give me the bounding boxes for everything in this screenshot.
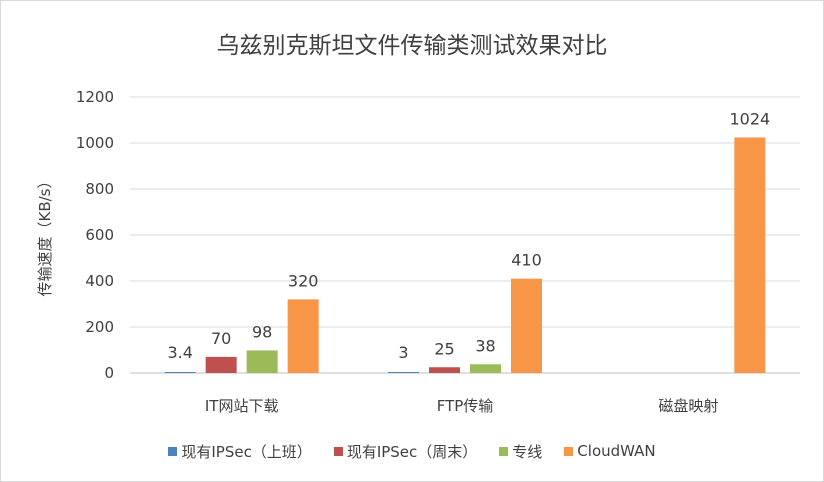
data-label: 25 xyxy=(434,339,454,358)
bar xyxy=(470,364,501,373)
legend-swatch xyxy=(564,446,574,456)
data-label: 1024 xyxy=(729,109,770,128)
data-label: 3.4 xyxy=(167,343,192,362)
data-label: 98 xyxy=(252,322,272,341)
bar xyxy=(511,278,542,373)
data-label: 38 xyxy=(475,336,495,355)
legend: 现有IPSec（上班） 现有IPSec（周末） 专线 CloudWAN xyxy=(0,440,824,462)
y-tick-label: 200 xyxy=(85,318,114,336)
legend-swatch xyxy=(168,446,178,456)
legend-item: 现有IPSec（周末） xyxy=(333,441,478,462)
data-label: 3 xyxy=(398,343,408,362)
y-tick-labels: 0 200 400 600 800 1000 1200 xyxy=(76,88,114,382)
bar xyxy=(429,367,460,373)
category-label: 磁盘映射 xyxy=(658,397,718,415)
y-axis-label: 传输速度（KB/s） xyxy=(36,174,54,297)
bar xyxy=(164,372,196,373)
category-labels: IT网站下载 FTP传输 磁盘映射 xyxy=(205,397,718,415)
category-label: IT网站下载 xyxy=(205,397,279,415)
bar xyxy=(388,372,419,373)
data-label: 70 xyxy=(211,329,231,348)
legend-swatch xyxy=(333,446,343,456)
y-tick-label: 600 xyxy=(85,226,114,244)
y-tick-label: 800 xyxy=(85,180,114,198)
legend-label: 专线 xyxy=(512,442,543,461)
bar-marks xyxy=(164,137,766,373)
legend-item: CloudWAN xyxy=(564,442,656,460)
gridlines xyxy=(130,96,800,374)
chart-title: 乌兹别克斯坦文件传输类测试效果对比 xyxy=(216,33,608,59)
y-tick-label: 0 xyxy=(104,364,114,382)
data-label: 320 xyxy=(288,271,319,290)
bar xyxy=(734,137,766,373)
category-label: FTP传输 xyxy=(437,397,494,415)
legend-label: CloudWAN xyxy=(577,442,656,460)
legend-label: 现有IPSec（上班） xyxy=(181,442,312,461)
legend-item: 专线 xyxy=(499,441,542,462)
y-tick-label: 1000 xyxy=(76,134,114,152)
legend-label: 现有IPSec（周末） xyxy=(346,442,478,461)
bar xyxy=(246,350,278,373)
y-tick-label: 1200 xyxy=(76,88,114,106)
legend-swatch xyxy=(499,446,509,456)
data-label: 410 xyxy=(511,251,542,270)
data-labels: 3.4 70 98 320 3 25 38 410 1024 xyxy=(167,109,770,362)
legend-item: 现有IPSec（上班） xyxy=(168,441,312,462)
bar xyxy=(205,356,237,373)
y-tick-label: 400 xyxy=(85,272,114,290)
bar xyxy=(287,299,319,373)
